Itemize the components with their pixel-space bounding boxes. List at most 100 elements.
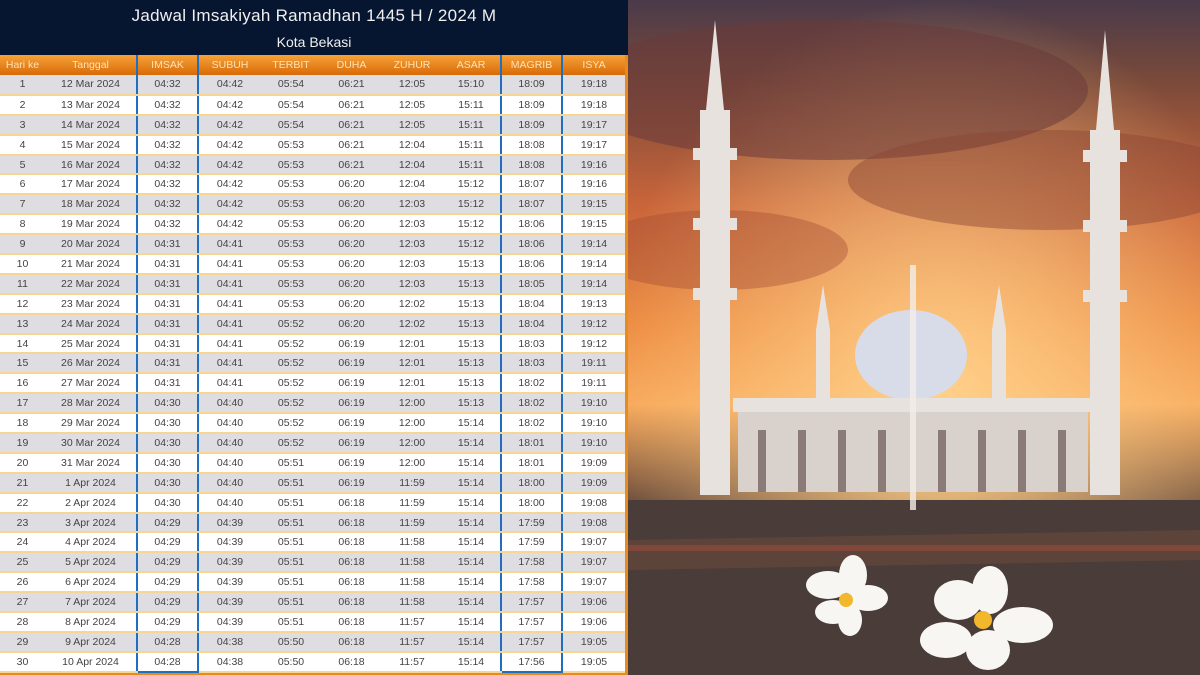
cell-subuh: 04:42	[198, 134, 261, 156]
cell-hari-ke: 22	[0, 492, 45, 514]
cell-zuhur: 12:03	[382, 254, 442, 275]
cell-asar: 15:14	[442, 592, 501, 614]
cell-duha: 06:20	[321, 234, 382, 256]
cell-tanggal: 17 Mar 2024	[45, 174, 137, 196]
cell-zuhur: 12:05	[382, 114, 442, 136]
table-row: 7 18 Mar 2024 04:32 04:42 05:53 06:20 12:03 15:…	[0, 194, 625, 216]
cell-isya: 19:11	[562, 373, 625, 395]
cell-magrib: 18:04	[500, 313, 563, 335]
page-title: Jadwal Imsakiyah Ramadhan 1445 H / 2024 …	[131, 6, 497, 25]
cell-terbit: 05:51	[261, 472, 321, 494]
cell-tanggal: 8 Apr 2024	[45, 612, 137, 633]
cell-isya: 19:11	[562, 353, 625, 375]
cell-duha: 06:20	[321, 273, 382, 295]
cell-magrib: 18:06	[500, 234, 563, 256]
cell-terbit: 05:51	[261, 452, 321, 474]
cell-tanggal: 22 Mar 2024	[45, 273, 137, 295]
cell-tanggal: 23 Mar 2024	[45, 293, 137, 315]
cell-terbit: 05:52	[261, 353, 321, 375]
cell-subuh: 04:41	[198, 234, 261, 256]
cell-duha: 06:19	[321, 452, 382, 474]
cell-tanggal: 4 Apr 2024	[45, 532, 137, 554]
cell-zuhur: 12:01	[382, 333, 442, 355]
cell-terbit: 05:50	[261, 651, 321, 673]
cell-subuh: 04:41	[198, 254, 261, 275]
cell-isya: 19:16	[562, 174, 625, 196]
cell-tanggal: 24 Mar 2024	[45, 313, 137, 335]
cell-imsak: 04:29	[136, 572, 199, 594]
cell-imsak: 04:30	[136, 492, 199, 514]
cell-duha: 06:21	[321, 154, 382, 176]
cell-asar: 15:14	[442, 612, 501, 633]
cell-isya: 19:14	[562, 254, 625, 275]
cell-hari-ke: 2	[0, 94, 45, 116]
table-row: 14 25 Mar 2024 04:31 04:41 05:52 06:19 12:01 15…	[0, 333, 625, 355]
cell-subuh: 04:42	[198, 114, 261, 136]
table-row: 27 7 Apr 2024 04:29 04:39 05:51 06:18 11:58 15:…	[0, 592, 625, 614]
cell-imsak: 04:30	[136, 413, 199, 435]
mosque-sunset-image	[628, 0, 1200, 675]
cell-duha: 06:20	[321, 194, 382, 216]
cell-duha: 06:21	[321, 94, 382, 116]
cell-subuh: 04:39	[198, 532, 261, 554]
cell-tanggal: 31 Mar 2024	[45, 452, 137, 474]
cell-magrib: 18:09	[500, 94, 563, 116]
cell-imsak: 04:32	[136, 174, 199, 196]
cell-duha: 06:19	[321, 472, 382, 494]
cell-isya: 19:15	[562, 214, 625, 236]
cell-asar: 15:14	[442, 452, 501, 474]
cell-imsak: 04:31	[136, 293, 199, 315]
cell-asar: 15:14	[442, 631, 501, 653]
cell-hari-ke: 18	[0, 413, 45, 435]
cell-duha: 06:20	[321, 313, 382, 335]
cell-hari-ke: 9	[0, 234, 45, 256]
cell-subuh: 04:41	[198, 373, 261, 395]
cell-isya: 19:16	[562, 154, 625, 176]
cell-duha: 06:21	[321, 114, 382, 136]
cell-zuhur: 12:01	[382, 373, 442, 395]
cell-magrib: 18:02	[500, 373, 563, 395]
cell-imsak: 04:32	[136, 154, 199, 176]
table-row: 15 26 Mar 2024 04:31 04:41 05:52 06:19 12:01 15…	[0, 353, 625, 375]
cell-imsak: 04:32	[136, 194, 199, 216]
table-row: 10 21 Mar 2024 04:31 04:41 05:53 06:20 12:03 15…	[0, 254, 625, 275]
cell-subuh: 04:41	[198, 273, 261, 295]
cell-zuhur: 12:00	[382, 393, 442, 415]
cell-tanggal: 12 Mar 2024	[45, 75, 137, 96]
cell-imsak: 04:28	[136, 631, 199, 653]
cell-zuhur: 12:03	[382, 194, 442, 216]
title-banner: Jadwal Imsakiyah Ramadhan 1445 H / 2024 …	[0, 0, 628, 55]
cell-hari-ke: 25	[0, 552, 45, 574]
cell-duha: 06:18	[321, 492, 382, 514]
cell-asar: 15:13	[442, 313, 501, 335]
schedule-panel: Jadwal Imsakiyah Ramadhan 1445 H / 2024 …	[0, 0, 628, 675]
cell-duha: 06:21	[321, 134, 382, 156]
cell-tanggal: 15 Mar 2024	[45, 134, 137, 156]
cell-hari-ke: 8	[0, 214, 45, 236]
cell-isya: 19:08	[562, 512, 625, 534]
cell-imsak: 04:31	[136, 313, 199, 335]
cell-imsak: 04:31	[136, 373, 199, 395]
table-header-row: Hari ke Tanggal IMSAK SUBUH TERBIT DUHA ZUHUR A…	[0, 55, 625, 75]
city-subtitle: Kota Bekasi	[276, 34, 352, 50]
cell-tanggal: 21 Mar 2024	[45, 254, 137, 275]
cell-isya: 19:17	[562, 134, 625, 156]
cell-zuhur: 11:57	[382, 612, 442, 633]
cell-imsak: 04:30	[136, 433, 199, 454]
cell-isya: 19:05	[562, 651, 625, 673]
cell-duha: 06:19	[321, 413, 382, 435]
cell-asar: 15:14	[442, 572, 501, 594]
cell-magrib: 18:03	[500, 353, 563, 375]
table-row: 1 12 Mar 2024 04:32 04:42 05:54 06:21 12:05 15:…	[0, 75, 625, 96]
cell-terbit: 05:53	[261, 214, 321, 236]
cell-terbit: 05:52	[261, 313, 321, 335]
cell-imsak: 04:31	[136, 353, 199, 375]
cell-asar: 15:11	[442, 94, 501, 116]
frangipani-flower	[806, 555, 1053, 670]
table-row: 22 2 Apr 2024 04:30 04:40 05:51 06:18 11:59 15:…	[0, 492, 625, 514]
cell-magrib: 18:03	[500, 333, 563, 355]
cell-subuh: 04:40	[198, 393, 261, 415]
cell-imsak: 04:31	[136, 273, 199, 295]
cell-hari-ke: 27	[0, 592, 45, 614]
cell-duha: 06:18	[321, 592, 382, 614]
